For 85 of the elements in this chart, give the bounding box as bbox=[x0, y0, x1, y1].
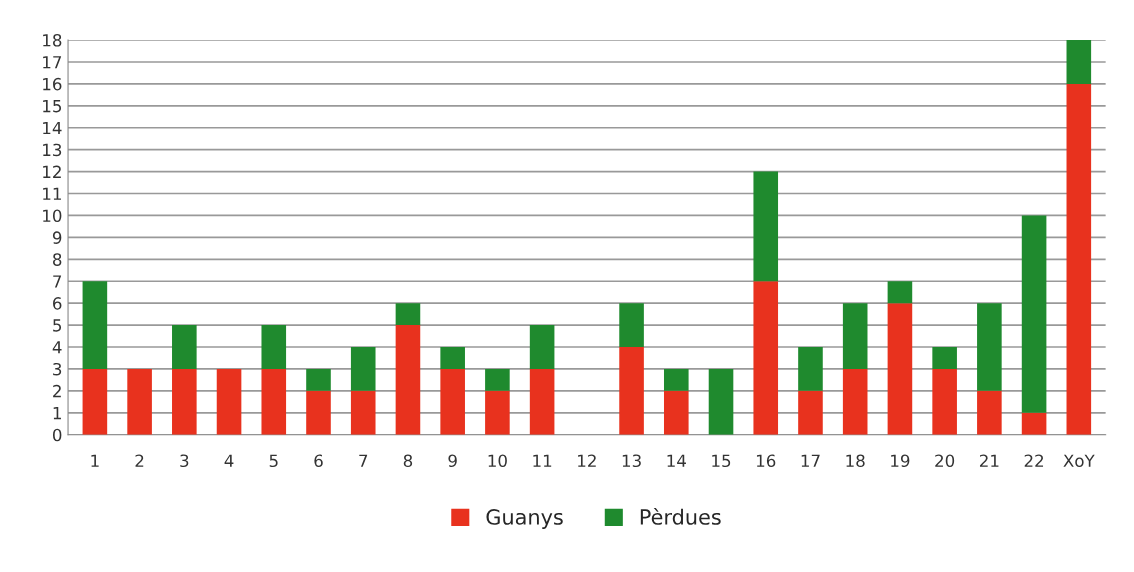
bar bbox=[172, 325, 197, 369]
bar bbox=[798, 347, 823, 391]
x-tick-label: 11 bbox=[533, 454, 552, 467]
bar bbox=[529, 325, 555, 369]
x-tick-label: 16 bbox=[756, 454, 776, 468]
y-tick-label: 2 bbox=[53, 384, 61, 398]
bar bbox=[350, 347, 376, 391]
x-tick-label: 5 bbox=[269, 454, 278, 468]
legend-label: Guanys bbox=[486, 509, 563, 529]
x-tick-label: 22 bbox=[1024, 454, 1044, 467]
y-tick-label: 13 bbox=[43, 143, 62, 157]
x-tick-label: 17 bbox=[801, 454, 820, 467]
y-tick-label: 8 bbox=[53, 253, 62, 266]
bar bbox=[798, 390, 823, 435]
legend-label: Pèrdues bbox=[640, 507, 721, 525]
bar bbox=[395, 325, 421, 435]
x-tick-label: 20 bbox=[935, 454, 955, 468]
bar bbox=[1021, 215, 1047, 413]
x-tick-label: 10 bbox=[488, 454, 507, 468]
x-tick-label: XoY bbox=[1063, 454, 1095, 468]
bar bbox=[753, 171, 779, 282]
bar bbox=[842, 303, 868, 369]
y-tick-label: 18 bbox=[43, 34, 62, 47]
y-tick-label: 3 bbox=[53, 362, 62, 376]
bar bbox=[485, 390, 510, 435]
bar bbox=[261, 325, 287, 369]
x-tick-label: 3 bbox=[180, 454, 189, 468]
bar bbox=[753, 281, 779, 435]
y-tick-label: 16 bbox=[43, 77, 62, 91]
bar bbox=[1066, 40, 1092, 84]
bar bbox=[82, 281, 108, 369]
x-tick-label: 1 bbox=[91, 454, 99, 467]
y-tick-label: 9 bbox=[52, 231, 62, 244]
x-tick-label: 21 bbox=[979, 454, 999, 467]
bar bbox=[663, 390, 689, 435]
bar bbox=[708, 368, 734, 435]
y-tick-label: 6 bbox=[53, 297, 62, 310]
bar bbox=[440, 368, 465, 435]
y-tick-label: 17 bbox=[43, 56, 62, 69]
y-tick-label: 15 bbox=[43, 100, 62, 113]
x-tick-label: 8 bbox=[403, 454, 413, 468]
bar bbox=[842, 368, 868, 435]
bar bbox=[529, 368, 555, 435]
bar bbox=[619, 303, 644, 348]
x-tick-label: 2 bbox=[135, 454, 144, 467]
bar bbox=[887, 281, 913, 304]
x-tick-label: 19 bbox=[891, 454, 910, 468]
x-tick-label: 9 bbox=[448, 454, 457, 468]
bar bbox=[127, 368, 152, 435]
x-tick-label: 15 bbox=[712, 454, 731, 468]
bar bbox=[485, 368, 510, 391]
y-tick-label: 14 bbox=[43, 121, 62, 135]
bar bbox=[1066, 83, 1092, 435]
bar bbox=[1021, 412, 1047, 435]
y-tick-label: 7 bbox=[53, 275, 62, 288]
bar bbox=[395, 303, 421, 326]
x-tick-label: 13 bbox=[622, 454, 641, 468]
x-tick-label: 14 bbox=[667, 454, 686, 467]
bar bbox=[932, 368, 957, 435]
x-tick-label: 4 bbox=[224, 454, 234, 467]
x-tick-label: 7 bbox=[359, 454, 368, 467]
bar bbox=[306, 390, 331, 435]
y-tick-label: 5 bbox=[53, 319, 62, 332]
y-tick-label: 12 bbox=[43, 165, 61, 178]
bar bbox=[440, 347, 465, 369]
y-tick-label: 11 bbox=[43, 187, 61, 200]
bar bbox=[350, 390, 376, 435]
y-tick-label: 1 bbox=[53, 406, 61, 420]
x-tick-label: 18 bbox=[846, 454, 865, 468]
bar bbox=[932, 347, 957, 369]
bar bbox=[306, 368, 331, 391]
bar bbox=[82, 368, 108, 435]
bar bbox=[619, 347, 644, 435]
bar bbox=[172, 368, 197, 435]
x-tick-label: 6 bbox=[314, 454, 323, 468]
y-tick-label: 0 bbox=[52, 428, 62, 442]
y-tick-label: 4 bbox=[52, 341, 62, 354]
x-tick-label: 12 bbox=[578, 454, 596, 467]
bar bbox=[663, 368, 689, 391]
bar bbox=[977, 303, 1002, 391]
y-tick-label: 10 bbox=[43, 209, 62, 223]
bar bbox=[216, 368, 242, 435]
bar bbox=[887, 303, 913, 435]
bar bbox=[977, 390, 1002, 435]
bar bbox=[261, 368, 287, 435]
